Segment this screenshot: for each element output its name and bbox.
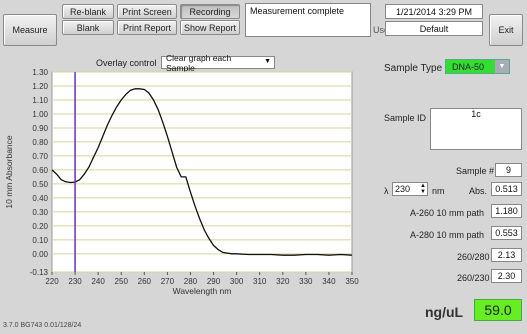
abs-field: 0.513 bbox=[491, 182, 522, 196]
show-report-button[interactable]: Show Report bbox=[180, 20, 240, 35]
print-report-button[interactable]: Print Report bbox=[117, 20, 177, 35]
status-text: Measurement complete bbox=[250, 6, 345, 16]
y-tick-label: 0.40 bbox=[32, 194, 48, 203]
ratio-260-280-label: 260/280 bbox=[457, 252, 490, 262]
y-axis-label: 10 mm Absorbance bbox=[4, 135, 14, 209]
chevron-down-icon: ▼ bbox=[495, 60, 509, 73]
measure-button[interactable]: Measure bbox=[3, 14, 57, 46]
x-tick-label: 250 bbox=[115, 277, 129, 286]
y-tick-label: 0.10 bbox=[32, 236, 48, 245]
sample-id-field[interactable]: 1c bbox=[430, 108, 522, 150]
y-tick-label: 1.10 bbox=[32, 96, 48, 105]
spinner-icon[interactable]: ▲ ▼ bbox=[420, 183, 426, 195]
x-tick-label: 340 bbox=[322, 277, 336, 286]
overlay-control-value: Clear graph each Sample bbox=[166, 52, 232, 73]
print-screen-button[interactable]: Print Screen bbox=[117, 4, 177, 19]
sample-type-label: Sample Type bbox=[384, 63, 443, 74]
x-tick-label: 260 bbox=[138, 277, 152, 286]
chevron-down-icon: ▼ bbox=[264, 58, 271, 65]
absorbance-series-line bbox=[51, 88, 353, 256]
y-tick-label: 1.00 bbox=[32, 110, 48, 119]
version-footer: 3.7.0 BG743 0.01/128/24 bbox=[3, 322, 82, 329]
x-tick-label: 330 bbox=[299, 277, 313, 286]
x-tick-label: 300 bbox=[230, 277, 244, 286]
overlay-control-select[interactable]: Clear graph each Sample ▼ bbox=[161, 53, 275, 73]
sample-number-field: 9 bbox=[495, 163, 522, 177]
ratio-260-230-label: 260/230 bbox=[457, 273, 490, 283]
exit-button[interactable]: Exit bbox=[489, 14, 523, 46]
ratio-260-280-field: 2.13 bbox=[491, 248, 522, 262]
y-tick-label: 1.20 bbox=[32, 82, 48, 91]
absorbance-chart: 1.30 1.20 1.10 1.00 0.90 0.80 0.70 0.60 0.50 0.40… bbox=[4, 68, 359, 296]
y-tick-label: 1.30 bbox=[32, 68, 48, 77]
sample-number-label: Sample # bbox=[456, 166, 495, 176]
y-tick-label: 0.80 bbox=[32, 138, 48, 147]
x-tick-label: 320 bbox=[276, 277, 290, 286]
y-tick-label: -0.13 bbox=[30, 268, 49, 277]
concentration-value: 59.0 bbox=[474, 299, 522, 321]
sample-id-value: 1c bbox=[471, 109, 481, 119]
reblank-button[interactable]: Re-blank bbox=[62, 4, 114, 19]
x-tick-label: 310 bbox=[253, 277, 267, 286]
ratio-260-230-field: 2.30 bbox=[491, 269, 522, 283]
x-tick-label: 270 bbox=[161, 277, 175, 286]
y-tick-label: 0.00 bbox=[32, 250, 48, 259]
user-field[interactable]: Default bbox=[385, 21, 483, 36]
y-tick-label: 0.90 bbox=[32, 124, 48, 133]
a280-field: 0.553 bbox=[491, 226, 522, 240]
lambda-value: 230 bbox=[395, 184, 411, 194]
y-tick-label: 0.70 bbox=[32, 152, 48, 161]
a260-label: A-260 10 mm path bbox=[410, 208, 485, 218]
x-tick-label: 230 bbox=[68, 277, 82, 286]
a280-label: A-280 10 mm path bbox=[410, 230, 485, 240]
x-tick-label: 220 bbox=[45, 277, 59, 286]
y-tick-label: 0.50 bbox=[32, 180, 48, 189]
lambda-input[interactable]: 230 ▲ ▼ bbox=[392, 182, 428, 196]
lambda-symbol: λ bbox=[384, 186, 389, 196]
concentration-label: ng/uL bbox=[425, 304, 464, 320]
status-field: Measurement complete bbox=[245, 3, 371, 37]
a260-field: 1.180 bbox=[491, 204, 522, 218]
nm-unit: nm bbox=[432, 186, 445, 196]
x-axis-label: Wavelength nm bbox=[173, 286, 232, 296]
y-tick-label: 0.20 bbox=[32, 222, 48, 231]
y-tick-label: 0.30 bbox=[32, 208, 48, 217]
overlay-control-label: Overlay control bbox=[96, 58, 157, 68]
user-label: User bbox=[373, 25, 393, 35]
plot-background bbox=[51, 71, 353, 273]
recording-button[interactable]: Recording bbox=[180, 4, 240, 19]
blank-button[interactable]: Blank bbox=[62, 20, 114, 35]
datetime-field: 1/21/2014 3:29 PM bbox=[385, 4, 483, 19]
sample-id-label: Sample ID bbox=[384, 113, 427, 123]
x-tick-label: 240 bbox=[91, 277, 105, 286]
x-tick-label: 280 bbox=[184, 277, 198, 286]
x-tick-label: 350 bbox=[345, 277, 359, 286]
abs-label: Abs. bbox=[469, 186, 488, 196]
x-tick-label: 290 bbox=[207, 277, 221, 286]
sample-type-value: DNA-50 bbox=[452, 61, 485, 72]
y-tick-label: 0.60 bbox=[32, 166, 48, 175]
sample-type-select[interactable]: DNA-50 ▼ bbox=[445, 59, 510, 74]
